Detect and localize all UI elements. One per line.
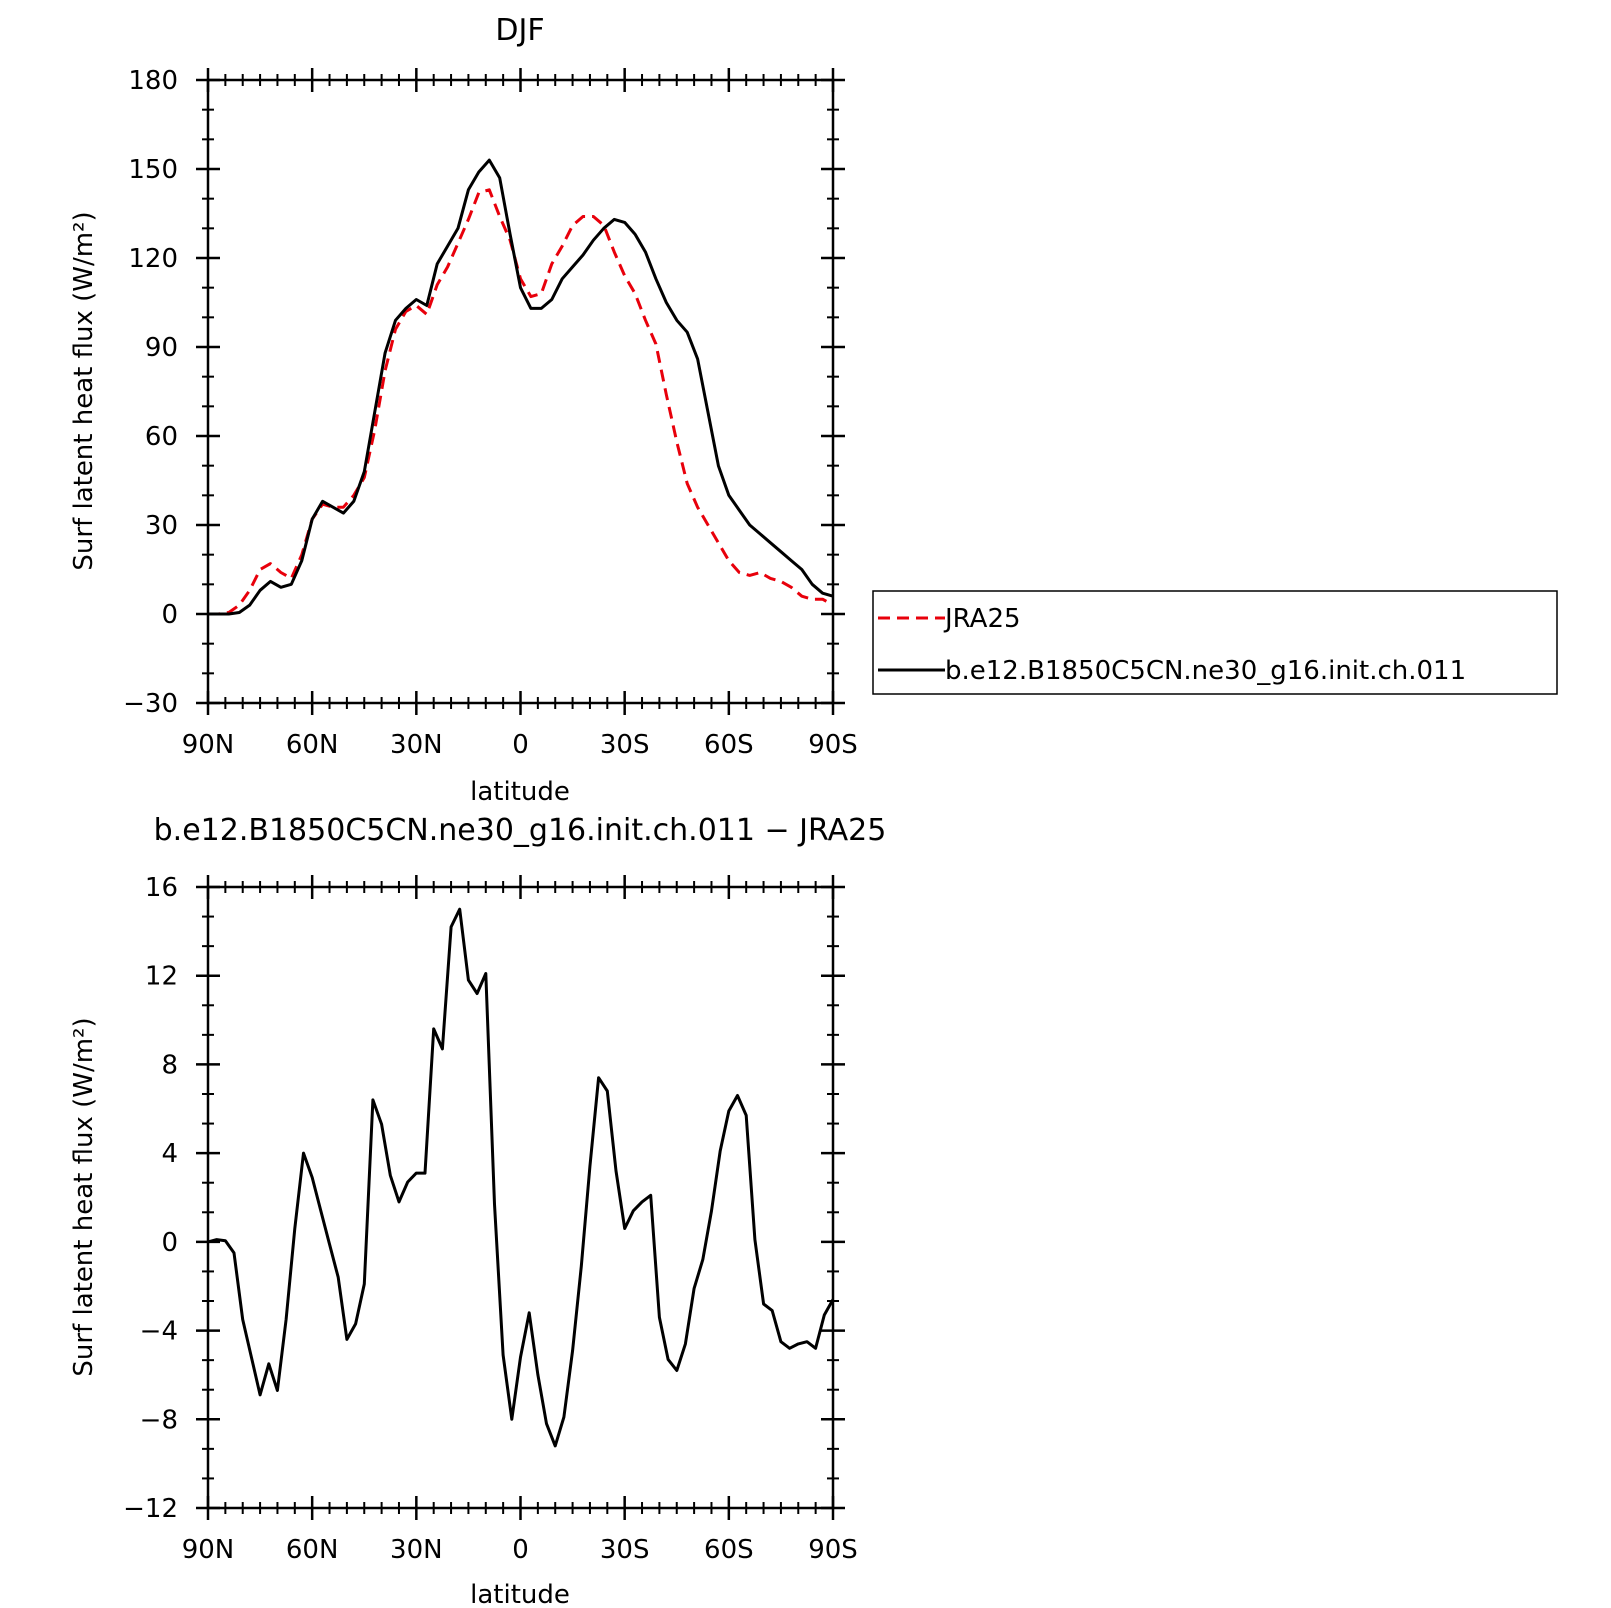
top-x-tick-label: 60S: [704, 730, 754, 760]
top-x-axis-label: latitude: [470, 777, 570, 807]
bottom-x-tick-label: 30S: [600, 1535, 650, 1565]
bottom-y-tick-label: 12: [145, 962, 178, 992]
bottom-series-lines: [207, 907, 835, 1448]
top-series-lines: [208, 158, 834, 616]
top-y-tick-label: 120: [128, 244, 178, 274]
top-plot-frame: [206, 78, 835, 705]
bottom-x-tick-label: 60N: [286, 1535, 339, 1565]
bottom-y-tick-label: 4: [161, 1139, 178, 1169]
top-series-line-0: [208, 188, 834, 616]
bottom-y-axis-label: Surf latent heat flux (W/m²): [69, 1017, 99, 1376]
top-y-tick-label: 0: [161, 600, 178, 630]
bottom-axis-ticks: −12 −8 −4 0 4 8 12 16 90N 60N 30N 0 30S 60S 90S: [123, 873, 858, 1565]
top-x-tick-label: 90N: [182, 730, 235, 760]
top-y-tick-label: −30: [123, 689, 178, 719]
bottom-x-axis-label: latitude: [470, 1580, 570, 1608]
top-series-line-1: [208, 158, 834, 616]
bottom-x-tick-label: 30N: [390, 1535, 443, 1565]
bottom-x-tick-label: 90S: [808, 1535, 858, 1565]
legend-label-jra25: JRA25: [943, 604, 1021, 634]
top-panel: DJF −30 0 30 60 90 120 150 180 90N 60N 30N 0 30S 60S 9…: [69, 13, 858, 807]
bottom-y-tick-label: −12: [123, 1494, 178, 1524]
top-x-tick-label: 90S: [808, 730, 858, 760]
top-y-tick-label: 90: [145, 333, 178, 363]
legend: JRA25 b.e12.B1850C5CN.ne30_g16.init.ch.0…: [872, 590, 1558, 695]
top-y-tick-label: 30: [145, 511, 178, 541]
legend-label-model: b.e12.B1850C5CN.ne30_g16.init.ch.011: [945, 656, 1466, 686]
top-y-tick-label: 60: [145, 422, 178, 452]
bottom-y-tick-label: −4: [140, 1317, 178, 1347]
bottom-y-tick-label: 0: [161, 1228, 178, 1258]
bottom-panel: b.e12.B1850C5CN.ne30_g16.init.ch.011 − J…: [69, 813, 886, 1608]
bottom-x-tick-label: 60S: [704, 1535, 754, 1565]
top-axis-ticks: −30 0 30 60 90 120 150 180 90N 60N 30N 0 30S 60S 90S: [123, 66, 858, 760]
bottom-y-tick-label: 8: [161, 1050, 178, 1080]
top-x-tick-label: 60N: [286, 730, 339, 760]
bottom-x-tick-label: 90N: [182, 1535, 235, 1565]
top-y-tick-label: 150: [128, 155, 178, 185]
top-y-axis-label: Surf latent heat flux (W/m²): [69, 211, 99, 570]
top-x-tick-label: 0: [512, 730, 529, 760]
top-y-tick-label: 180: [128, 66, 178, 96]
top-chart-title: DJF: [495, 13, 544, 48]
bottom-series-line-0: [207, 907, 835, 1448]
bottom-plot-frame: [206, 885, 835, 1510]
top-x-tick-label: 30N: [390, 730, 443, 760]
bottom-y-tick-label: 16: [145, 873, 178, 903]
bottom-x-tick-label: 0: [512, 1535, 529, 1565]
top-x-tick-label: 30S: [600, 730, 650, 760]
legend-box: [872, 590, 1558, 695]
bottom-y-tick-label: −8: [140, 1405, 178, 1435]
bottom-chart-title: b.e12.B1850C5CN.ne30_g16.init.ch.011 − J…: [154, 813, 887, 848]
